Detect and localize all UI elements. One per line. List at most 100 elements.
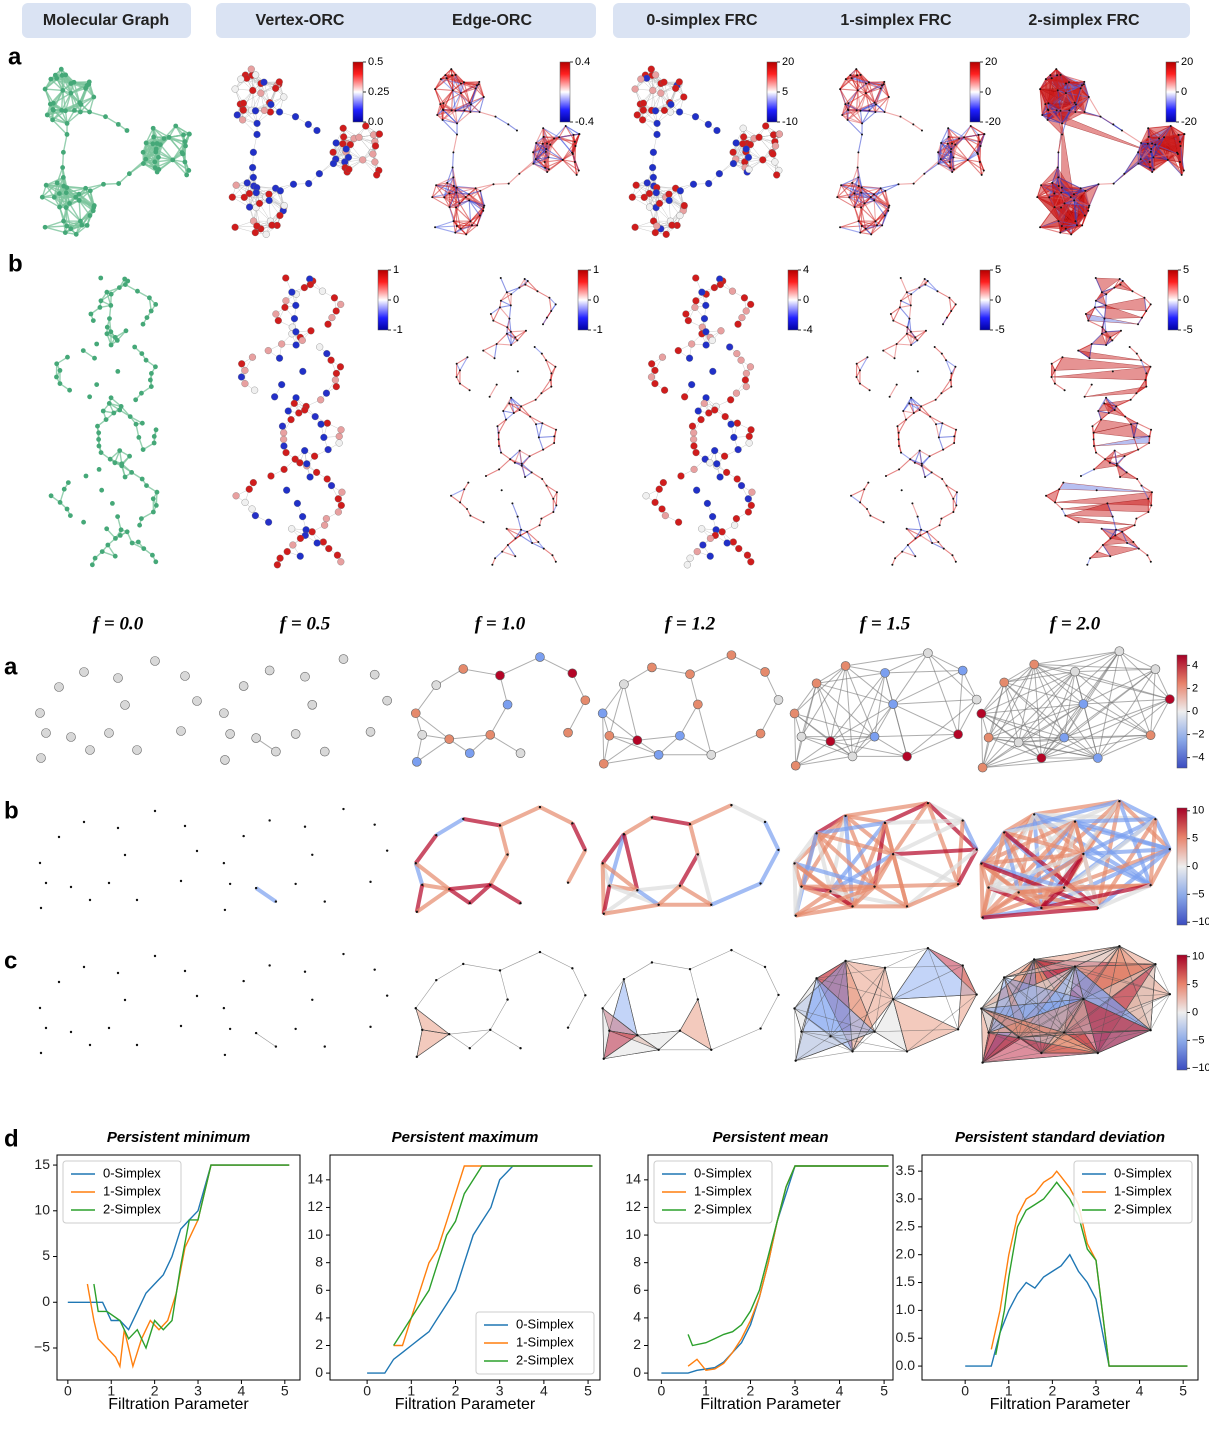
node <box>497 431 500 434</box>
node <box>1169 124 1172 127</box>
edge <box>857 167 859 178</box>
node <box>1039 88 1042 91</box>
node <box>42 224 48 230</box>
node <box>127 414 133 419</box>
node <box>949 166 952 169</box>
edge <box>456 192 470 195</box>
edge <box>636 184 657 193</box>
node <box>452 151 455 154</box>
node <box>463 109 466 112</box>
node <box>126 171 132 177</box>
node <box>1087 96 1090 99</box>
node <box>87 109 92 115</box>
node <box>275 354 284 362</box>
node <box>976 152 979 155</box>
edge <box>246 78 262 94</box>
edge <box>535 142 547 150</box>
node <box>1056 166 1059 169</box>
edge <box>168 133 190 138</box>
edge <box>463 81 476 89</box>
node <box>76 191 82 197</box>
node <box>647 65 655 73</box>
node <box>231 223 239 231</box>
node <box>520 464 523 467</box>
node <box>564 124 567 127</box>
node <box>153 146 159 152</box>
node <box>98 298 104 304</box>
node <box>702 328 710 336</box>
node <box>515 129 518 132</box>
node <box>864 92 867 95</box>
node <box>680 202 688 210</box>
node <box>283 486 291 494</box>
node <box>548 296 551 299</box>
node <box>545 316 548 319</box>
node <box>300 284 308 292</box>
node <box>874 110 877 113</box>
node <box>151 134 157 140</box>
edge <box>498 458 511 470</box>
node <box>124 128 130 133</box>
node <box>108 291 114 297</box>
node <box>467 193 470 196</box>
node <box>262 230 270 238</box>
node <box>153 427 159 433</box>
edge <box>533 156 549 165</box>
node <box>313 539 321 547</box>
node <box>771 142 780 150</box>
node <box>652 189 660 197</box>
node <box>690 435 698 443</box>
edge <box>436 109 444 116</box>
node <box>296 534 305 542</box>
node <box>1064 227 1067 230</box>
node <box>288 525 296 533</box>
node <box>83 185 89 191</box>
node <box>1146 142 1149 145</box>
edge <box>432 196 450 208</box>
edge <box>535 158 550 170</box>
node <box>977 133 980 136</box>
node <box>290 315 299 323</box>
node <box>1112 123 1115 126</box>
node <box>853 206 856 209</box>
node <box>455 225 458 228</box>
node <box>463 488 466 491</box>
node <box>268 221 276 229</box>
node <box>575 173 578 176</box>
edge <box>542 422 557 431</box>
edge <box>44 77 58 90</box>
node <box>331 376 339 384</box>
edge <box>562 159 575 163</box>
node <box>123 328 129 334</box>
node <box>649 148 657 156</box>
node <box>133 421 139 427</box>
edge <box>548 159 564 170</box>
edge <box>362 159 377 176</box>
edge <box>490 313 494 321</box>
node <box>769 150 777 158</box>
node <box>1049 74 1052 77</box>
edge <box>898 183 914 185</box>
edge <box>450 495 461 503</box>
node <box>688 340 696 348</box>
node <box>154 489 160 495</box>
node <box>257 89 265 97</box>
node <box>846 118 849 121</box>
node <box>550 310 553 312</box>
edge <box>535 392 542 401</box>
node <box>450 68 453 71</box>
node <box>317 420 325 428</box>
node <box>653 222 661 230</box>
edge <box>460 81 480 94</box>
node <box>1060 186 1063 189</box>
node <box>260 106 268 114</box>
node <box>545 484 548 487</box>
node <box>500 451 503 454</box>
node <box>727 420 735 428</box>
node <box>117 407 123 413</box>
node <box>1044 103 1047 106</box>
edge <box>237 114 258 124</box>
node <box>496 425 499 428</box>
node <box>518 286 521 289</box>
edge <box>52 119 68 135</box>
